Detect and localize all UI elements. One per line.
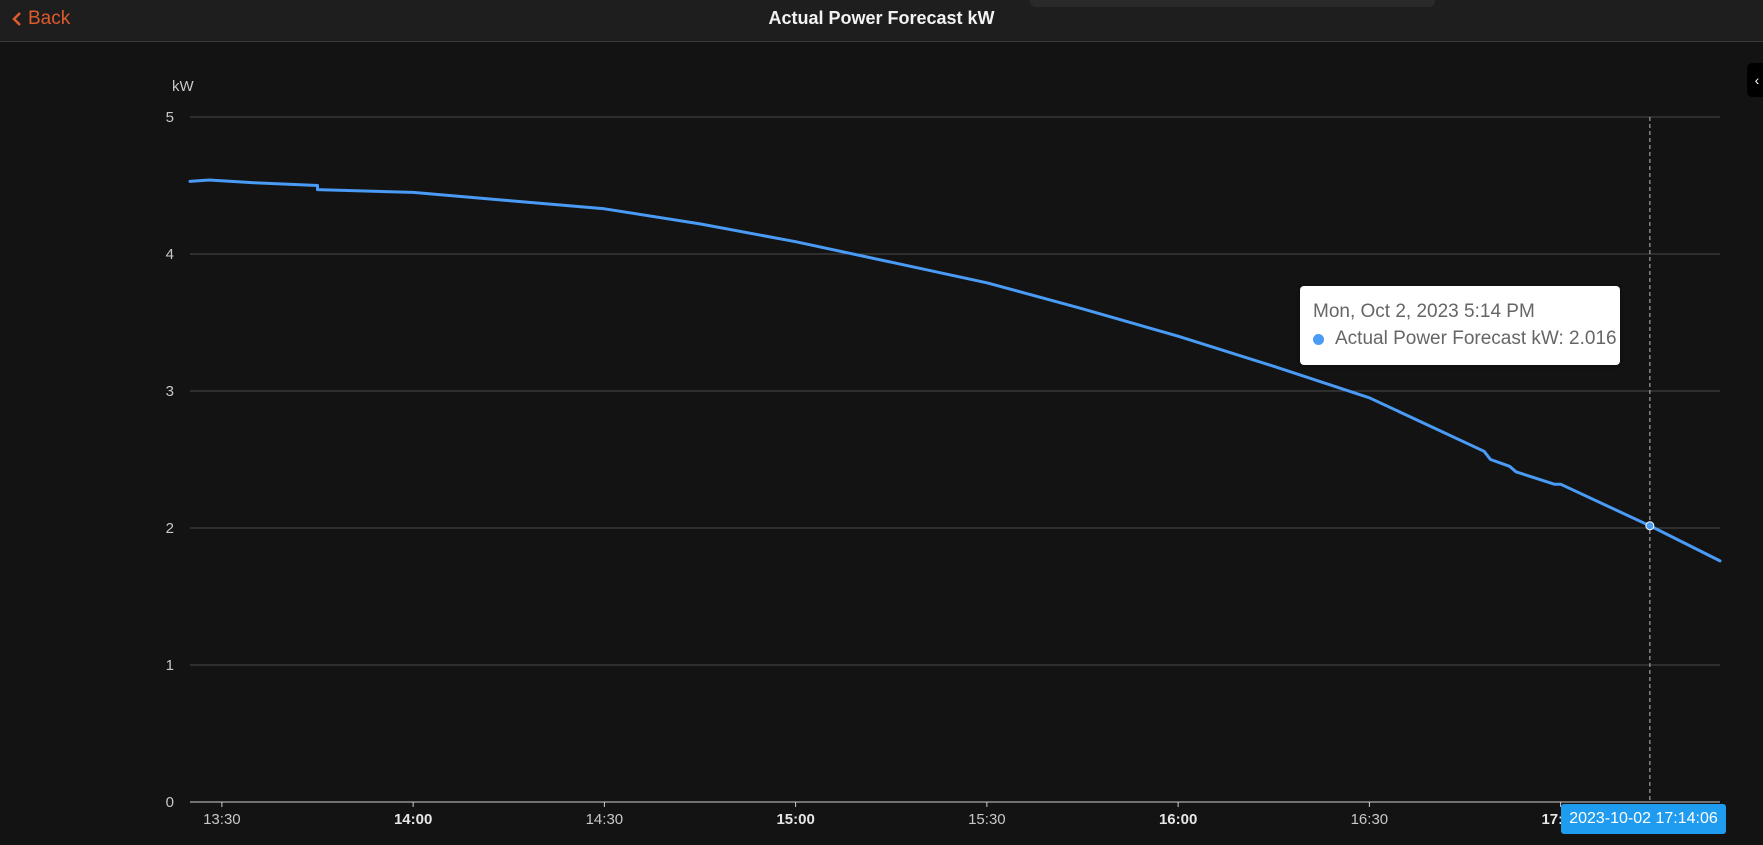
back-label: Back [28, 8, 71, 29]
chevron-left-icon: ‹ [1754, 72, 1760, 88]
x-tick-label: 14:00 [394, 811, 432, 828]
side-panel-toggle[interactable]: ‹ [1747, 63, 1763, 97]
crosshair-layer [1645, 117, 1655, 802]
series-layer [188, 178, 1722, 563]
top-bar: Back Actual Power Forecast kW [0, 0, 1763, 42]
x-tick-label: 15:30 [968, 811, 1006, 828]
y-tick-label: 3 [166, 383, 174, 400]
series-marker-icon [1313, 333, 1324, 345]
crosshair-time-label: 2023-10-02 17:14:06 [1561, 804, 1726, 834]
x-tick-label: 16:30 [1351, 811, 1389, 828]
y-axis-unit-label: kW [172, 78, 195, 95]
x-tick-label: 16:00 [1159, 811, 1197, 828]
page-title: Actual Power Forecast kW [768, 8, 995, 28]
tooltip-row: Actual Power Forecast kW: 2.016 [1313, 328, 1617, 350]
y-tick-label: 2 [166, 520, 174, 537]
series-line[interactable] [188, 178, 1722, 563]
chevron-left-icon [12, 12, 21, 26]
x-tick-label: 13:30 [203, 811, 241, 828]
y-tick-label: 0 [166, 794, 174, 811]
tooltip-value: Actual Power Forecast kW: 2.016 [1335, 328, 1617, 349]
top-overlay-edge [1030, 0, 1435, 7]
hover-point[interactable] [1645, 521, 1655, 531]
tooltip-date: Mon, Oct 2, 2023 5:14 PM [1313, 301, 1535, 322]
x-tick-label: 14:30 [586, 811, 624, 828]
y-tick-label: 5 [166, 109, 174, 126]
y-tick-label: 1 [166, 657, 174, 674]
axis-layer: 0 1 2 3 4 5 13:30 14:00 14:30 15:00 15:30 16:00 16:3… [166, 109, 1580, 828]
x-tick-label: 15:00 [776, 811, 814, 828]
power-forecast-chart[interactable]: 0 1 2 3 4 5 13:30 14:00 14:30 15:00 15:30 16:00 16:3… [0, 41, 1763, 845]
back-button[interactable]: Back [12, 8, 70, 30]
tooltip: Mon, Oct 2, 2023 5:14 PM Actual Power Fo… [1300, 286, 1620, 365]
grid-layer [190, 116, 1720, 803]
y-tick-label: 4 [166, 246, 174, 263]
